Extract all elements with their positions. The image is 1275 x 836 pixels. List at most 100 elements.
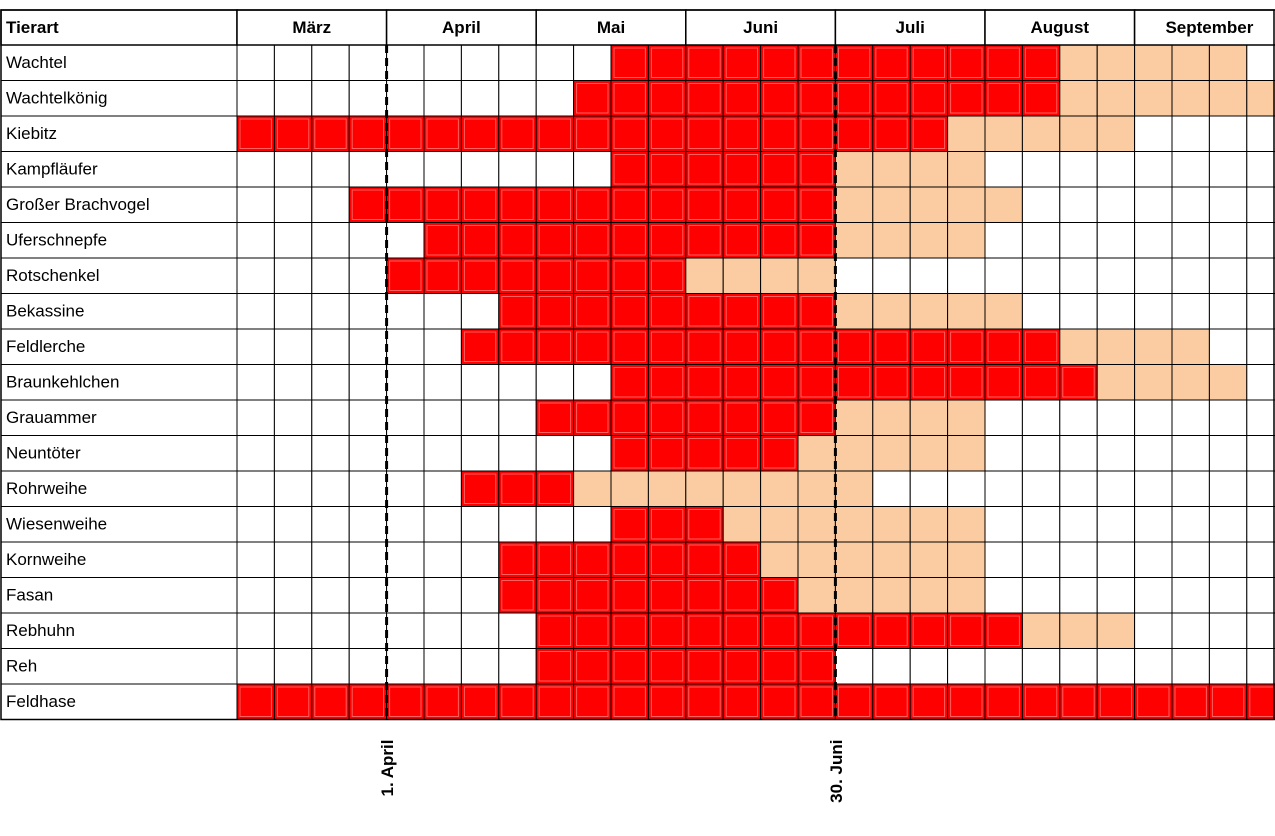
cell [947, 470, 986, 507]
month-label: September [1165, 18, 1253, 37]
cell-inner [1024, 331, 1058, 362]
cell [610, 222, 649, 259]
cell [573, 151, 612, 188]
cell [573, 541, 612, 578]
cell [1171, 44, 1210, 81]
cell-inner [650, 225, 684, 256]
cell [984, 506, 1023, 543]
cell [797, 186, 836, 223]
cell-inner [538, 402, 572, 433]
row-label: Wiesenweihe [6, 515, 107, 534]
cell-inner [538, 686, 572, 717]
cell [1208, 293, 1248, 330]
row-label: Reh [6, 657, 37, 676]
cell-inner [950, 331, 983, 362]
marker-label: 30. Juni [827, 740, 846, 803]
cell-inner [763, 189, 796, 220]
cell [760, 683, 799, 720]
cell [311, 293, 350, 330]
cell-inner [763, 580, 796, 611]
cell-inner [1024, 686, 1058, 717]
cell-inner [239, 118, 272, 149]
cell [236, 399, 275, 436]
cell [1134, 683, 1173, 720]
cell [1096, 506, 1136, 543]
cell-inner [351, 118, 385, 149]
cell [535, 470, 575, 507]
cell [647, 222, 687, 259]
cell [498, 222, 537, 259]
cell-inner [725, 544, 759, 575]
cell [1059, 115, 1098, 152]
cell [498, 364, 537, 401]
cell-inner [912, 367, 946, 398]
cell [573, 222, 612, 259]
cell-inner [987, 47, 1020, 78]
cell-inner [688, 154, 721, 185]
cell [535, 577, 575, 614]
cell [722, 44, 762, 81]
cell-inner [538, 580, 572, 611]
cell-inner [875, 331, 908, 362]
cell-inner [1062, 367, 1095, 398]
cell-inner [800, 686, 833, 717]
cell [760, 399, 799, 436]
cell-inner [1062, 686, 1095, 717]
cell [797, 541, 836, 578]
cell-inner [351, 686, 385, 717]
cell-inner [426, 118, 459, 149]
cell [1246, 222, 1275, 259]
cell [311, 648, 350, 685]
cell [984, 44, 1023, 81]
cell [273, 435, 313, 472]
cell [236, 257, 275, 294]
cell [1059, 186, 1098, 223]
cell [535, 648, 575, 685]
cell [909, 435, 949, 472]
cell-inner [1249, 686, 1275, 717]
cell-inner [763, 367, 796, 398]
cell [423, 435, 462, 472]
cell-inner [725, 47, 759, 78]
cell [535, 683, 575, 720]
cell-inner [389, 118, 422, 149]
cell [1171, 612, 1210, 649]
cell [236, 541, 275, 578]
cell [760, 328, 799, 365]
cell [1246, 151, 1275, 188]
cell-inner [912, 118, 946, 149]
cell [1208, 506, 1248, 543]
cell [423, 541, 462, 578]
cell [760, 541, 799, 578]
cell [423, 80, 462, 117]
cell [722, 541, 762, 578]
cell [348, 222, 388, 259]
cell [947, 364, 986, 401]
cell-inner [576, 225, 609, 256]
cell [1246, 44, 1275, 81]
row-label: Kornweihe [6, 550, 86, 569]
month-cell [236, 9, 388, 46]
cell-inner [613, 154, 646, 185]
cell [386, 328, 425, 365]
row-label: Feldhase [6, 692, 76, 711]
cell [872, 328, 911, 365]
cell [1134, 577, 1173, 614]
cell-inner [463, 260, 497, 291]
cell [760, 257, 799, 294]
cell [1021, 115, 1061, 152]
cell [797, 364, 836, 401]
row-label: Wachtel [6, 53, 67, 72]
cell-inner [650, 189, 684, 220]
cell [722, 151, 762, 188]
cell-inner [1174, 686, 1207, 717]
month-label: März [292, 18, 331, 37]
cell [947, 293, 986, 330]
cell [273, 44, 313, 81]
cell [1208, 470, 1248, 507]
cell [460, 44, 500, 81]
cell-inner [650, 83, 684, 114]
cell [1134, 293, 1173, 330]
cell [834, 612, 874, 649]
cell-inner [613, 438, 646, 469]
